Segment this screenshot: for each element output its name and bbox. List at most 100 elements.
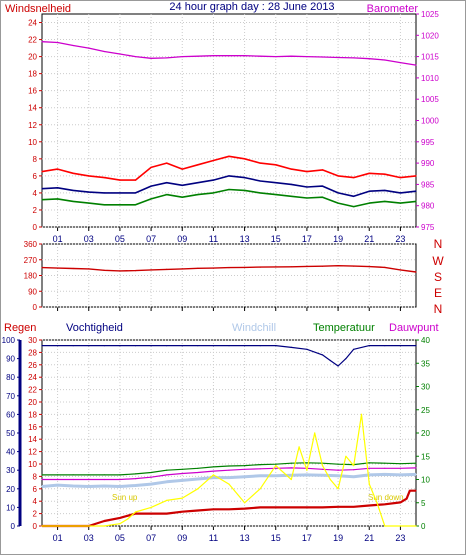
series-point-vochtigheid (321, 354, 324, 356)
series-point-barometer (150, 57, 152, 59)
series-point-windrichting (150, 269, 152, 271)
series-point-windrichting (134, 270, 137, 272)
series-point-zonnestraling (166, 499, 168, 501)
series-point-barometer (290, 55, 292, 57)
series-point-regen (368, 504, 370, 507)
series-point-windsnelheid (384, 189, 386, 191)
temp-axis-tick-label-30: 30 (421, 383, 430, 392)
series-point-windsnelheid-min (244, 189, 246, 191)
series-point-zonnestraling (368, 483, 370, 485)
series-point-windrichting (290, 266, 292, 268)
series-point-windvlaag (181, 168, 183, 170)
series-line-vochtigheid (42, 345, 416, 367)
series-point-regen (415, 490, 417, 492)
plot-frame-bottom (41, 339, 417, 527)
series-point-barometer (399, 62, 401, 64)
series-point-windsnelheid-min (368, 202, 370, 204)
series-point-windvlaag (399, 177, 401, 179)
series-point-windchill (88, 485, 90, 488)
series-point-dauwpunt (399, 467, 401, 469)
series-point-windsnelheid (166, 182, 168, 184)
series-point-vochtigheid (244, 345, 246, 347)
wind-axis-tick-label-2: 2 (33, 206, 38, 215)
series-point-windvlaag (275, 164, 277, 166)
x-tick-label-21: 21 (364, 234, 374, 244)
series-point-windsnelheid (134, 192, 137, 194)
humidity-axis-tick-label-20: 20 (6, 485, 15, 494)
series-point-windsnelheid (181, 184, 183, 186)
series-point-windchill (212, 477, 214, 479)
barometer-axis-tick-label-1010: 1010 (421, 74, 439, 83)
series-point-windvlaag (384, 173, 386, 175)
series-point-windchill (290, 474, 292, 476)
legend-regen: Regen (4, 322, 36, 334)
series-point-barometer (306, 56, 308, 58)
series-point-regen (409, 490, 411, 492)
series-point-zonnestraling (134, 511, 137, 513)
series-point-windsnelheid-min (306, 197, 308, 199)
series-point-barometer (41, 41, 43, 43)
series-point-zonnestraling (127, 518, 129, 520)
series-point-windsnelheid-min (181, 196, 183, 198)
series-point-windsnelheid (244, 177, 246, 179)
temp-axis-tick-label-35: 35 (421, 359, 430, 368)
wind-axis-tick-label-0: 0 (33, 223, 38, 232)
series-point-vochtigheid (72, 345, 74, 347)
series-point-dauwpunt (41, 478, 43, 481)
rain-axis-tick-label-10: 10 (28, 460, 37, 469)
series-point-windsnelheid (119, 192, 121, 194)
series-point-windsnelheid (306, 186, 308, 188)
rain-axis-tick-label-0: 0 (33, 522, 38, 531)
series-point-regen (290, 506, 292, 508)
series-point-zonnestraling (275, 465, 277, 467)
humidity-axis-tick-label-30: 30 (6, 466, 15, 475)
direction-label-n1: N (434, 237, 443, 251)
humidity-axis-tick-label-50: 50 (6, 429, 15, 438)
series-point-barometer (57, 41, 59, 44)
humidity-axis-tick-label-100: 100 (2, 336, 16, 345)
series-point-zonnestraling (399, 525, 401, 527)
series-point-dauwpunt (415, 467, 417, 469)
series-point-windrichting (41, 267, 43, 269)
rain-axis-tick-label-6: 6 (33, 485, 38, 494)
series-point-barometer (415, 64, 417, 66)
series-line-regen (42, 489, 416, 528)
series-point-windrichting (103, 269, 105, 271)
barometer-axis-tick-label-1005: 1005 (421, 95, 439, 104)
series-point-windvlaag (415, 175, 417, 177)
x-tick-label-21: 21 (364, 533, 374, 543)
series-point-vochtigheid (384, 345, 386, 347)
wind-axis-tick-label-18: 18 (28, 70, 37, 79)
series-point-barometer (166, 57, 168, 59)
series-point-windrichting (244, 266, 246, 268)
series-point-vochtigheid (259, 345, 261, 347)
series-point-windvlaag (212, 159, 214, 162)
series-point-windchill (197, 478, 199, 480)
series-point-vochtigheid (228, 345, 230, 347)
series-point-windsnelheid (212, 179, 214, 181)
series-point-vochtigheid (368, 345, 370, 347)
legend-temperatuur: Temperatuur (313, 322, 375, 334)
series-point-windvlaag (57, 168, 59, 170)
series-point-windsnelheid-min (228, 188, 230, 191)
temp-axis-tick-label-10: 10 (421, 476, 430, 485)
sunrise-annotation: Sun up (112, 493, 138, 502)
series-point-barometer (72, 44, 74, 47)
series-point-regen (306, 506, 308, 508)
series-point-windrichting (72, 267, 74, 270)
series-point-temperatuur (166, 469, 168, 471)
series-point-zonnestraling (150, 506, 152, 508)
series-point-windsnelheid-min (134, 204, 137, 206)
rain-axis-tick-label-24: 24 (28, 373, 37, 382)
x-tick-label-07: 07 (146, 533, 156, 543)
series-point-windchill (259, 475, 261, 477)
panel-wind-direction: 0 90 180 270 360 (24, 240, 417, 312)
series-point-windsnelheid (228, 175, 230, 177)
series-point-windsnelheid-min (197, 194, 199, 196)
series-point-zonnestraling (298, 446, 300, 448)
series-point-temperatuur (290, 462, 292, 464)
series-point-temperatuur (41, 474, 43, 476)
series-point-windchill (384, 473, 386, 475)
temp-axis-tick-label-25: 25 (421, 406, 430, 415)
series-point-dauwpunt (384, 467, 386, 469)
